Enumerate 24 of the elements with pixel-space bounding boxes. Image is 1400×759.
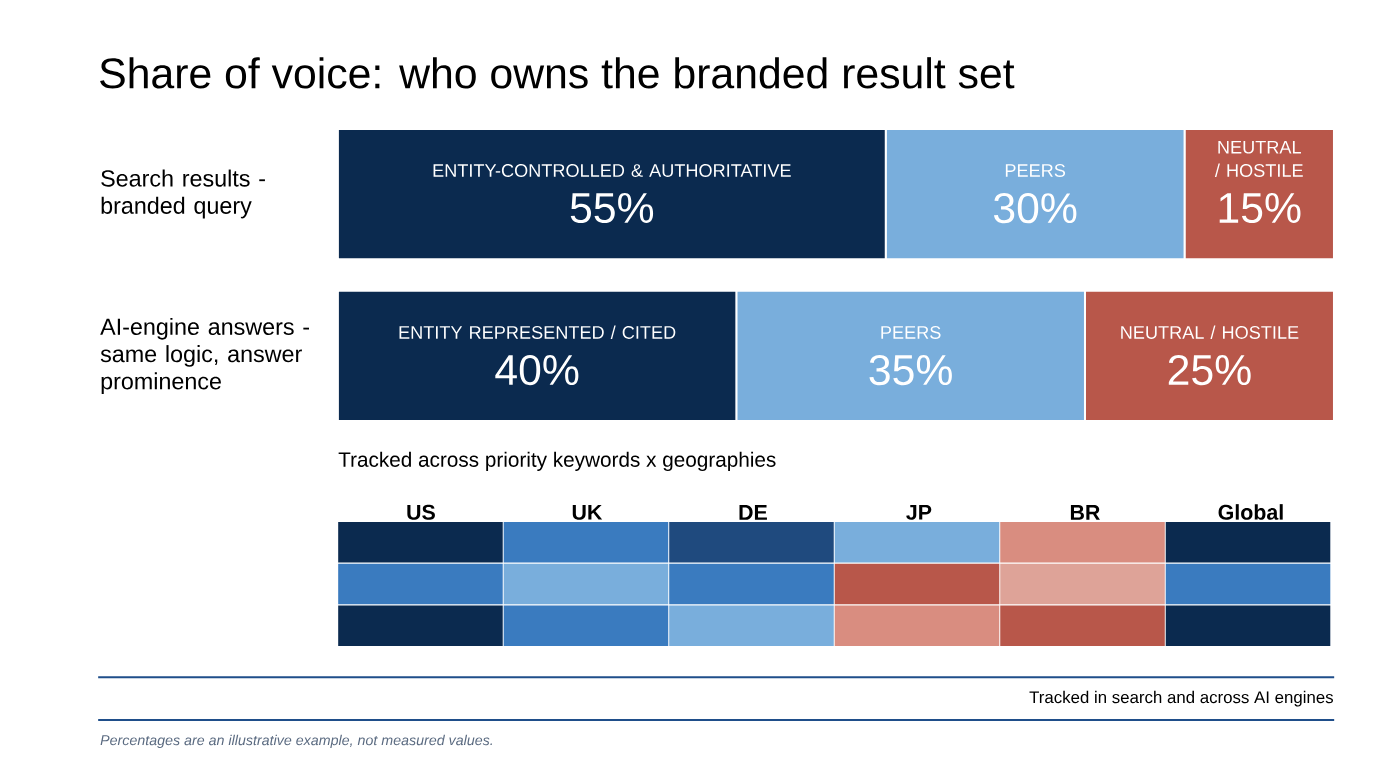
data-label: 40% <box>495 354 579 386</box>
y-tick-label: AI-engine answers - same logic, answer prominence <box>100 317 310 395</box>
annotation: PEERS <box>1005 164 1066 177</box>
category-label: UK <box>572 504 603 520</box>
category-label: Global <box>1218 504 1283 520</box>
annotation: PEERS <box>881 326 941 339</box>
data-label: 25% <box>1168 354 1251 386</box>
text: Percentages are an illustrative example, not measured values. <box>100 734 493 749</box>
data-label: 55% <box>570 193 654 224</box>
data-label: 30% <box>993 193 1077 224</box>
data-label: 35% <box>869 354 952 386</box>
text: Tracked in search and across AI engines <box>1029 690 1334 707</box>
y-tick-label: Search results - branded query <box>101 169 265 219</box>
annotation: ENTITY-CONTROLLED & AUTHORITATIVE <box>433 164 791 177</box>
annotation: NEUTRAL / HOSTILE <box>1214 140 1303 177</box>
category-label: JP <box>906 504 932 520</box>
annotation: ENTITY REPRESENTED / CITED <box>399 325 676 339</box>
category-label: BR <box>1070 505 1100 520</box>
annotation: NEUTRAL / HOSTILE <box>1121 325 1299 339</box>
category-label: US <box>407 504 435 520</box>
text: Tracked across priority keywords x geographies <box>338 451 776 472</box>
chart-title: Share of voice: who owns the branded result set <box>100 57 1015 89</box>
category-label: DE <box>739 505 767 520</box>
data-label: 15% <box>1219 193 1301 224</box>
